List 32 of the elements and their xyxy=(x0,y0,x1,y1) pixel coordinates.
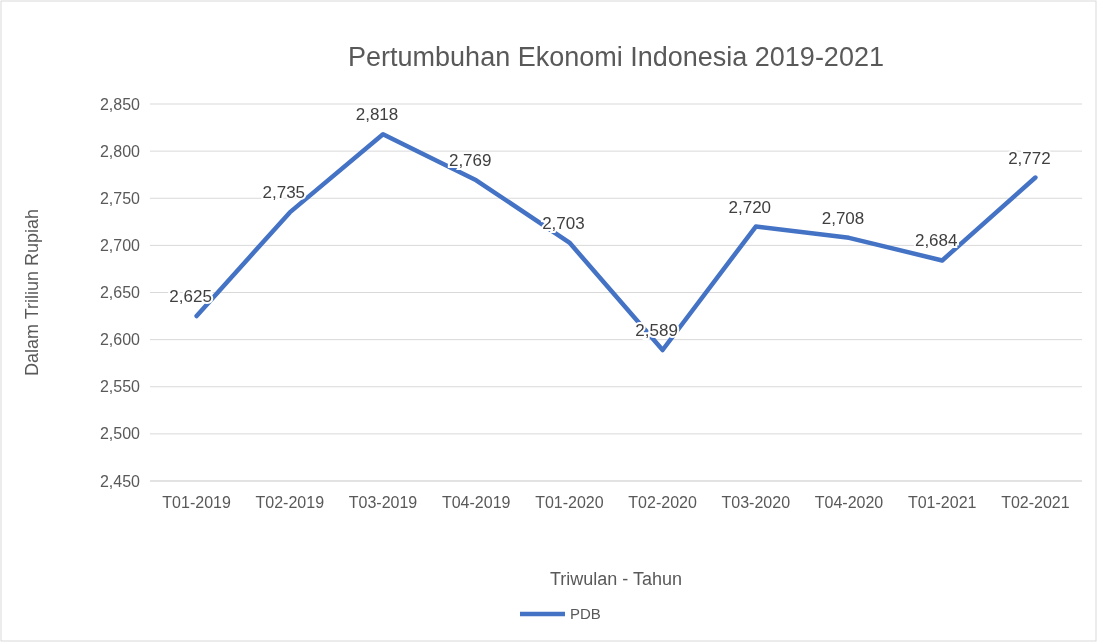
data-label: 2,625 xyxy=(169,287,212,307)
x-tick-label: T03-2019 xyxy=(348,494,418,511)
data-label: 2,818 xyxy=(355,105,399,125)
x-tick-label: T02-2021 xyxy=(1001,494,1070,511)
y-tick-label: 2,500 xyxy=(99,425,141,443)
legend-label: PDB xyxy=(570,605,601,623)
x-tick-label: T01-2021 xyxy=(907,494,977,511)
x-tick-label: T01-2019 xyxy=(162,494,231,511)
x-tick-label: T04-2019 xyxy=(441,494,511,511)
data-label: 2,720 xyxy=(728,197,772,217)
data-label: 2,684 xyxy=(914,231,958,251)
y-axis-title: Dalam Triliun Rupiah xyxy=(22,208,42,377)
x-tick-label: T04-2020 xyxy=(814,494,884,511)
data-label: 2,769 xyxy=(448,151,492,171)
y-tick-label: 2,800 xyxy=(99,142,141,160)
y-tick-label: 2,450 xyxy=(99,472,141,490)
x-tick-label: T02-2020 xyxy=(628,494,697,511)
y-tick-label: 2,650 xyxy=(99,284,141,302)
y-tick-label: 2,750 xyxy=(99,189,141,207)
x-tick-label: T01-2020 xyxy=(535,494,604,511)
y-tick-label: 2,850 xyxy=(99,95,141,113)
y-tick-label: 2,700 xyxy=(99,236,141,254)
x-axis-title: Triwulan - Tahun xyxy=(549,569,683,589)
y-tick-label: 2,600 xyxy=(99,331,141,349)
data-label: 2,735 xyxy=(262,183,306,203)
x-tick-label: T03-2020 xyxy=(721,494,791,511)
data-label: 2,708 xyxy=(821,208,865,228)
data-label: 2,703 xyxy=(542,213,585,233)
data-label: 2,772 xyxy=(1008,148,1051,168)
chart-title: Pertumbuhan Ekonomi Indonesia 2019-2021 xyxy=(348,42,884,72)
x-tick-label: T02-2019 xyxy=(255,494,325,511)
y-tick-label: 2,550 xyxy=(99,378,141,396)
